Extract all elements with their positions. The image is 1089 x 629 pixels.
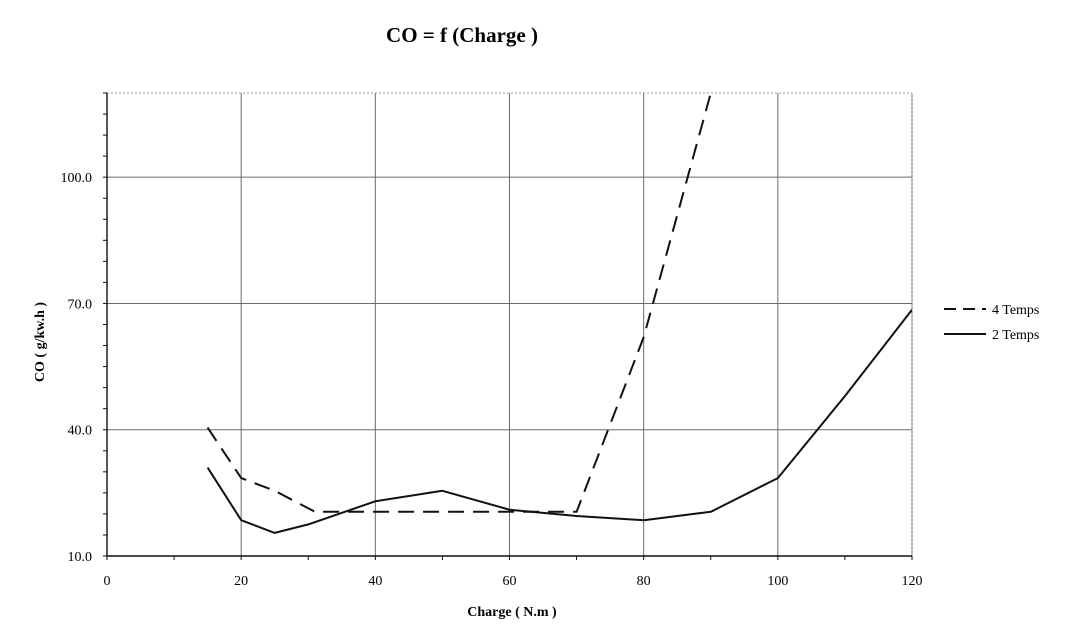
y-tick-label-10.0: 10.0 xyxy=(68,550,93,565)
tick-labels: 0 20 40 60 80 100 120 10.0 40.0 70.0 100.0 xyxy=(61,171,923,589)
x-tick-label-120: 120 xyxy=(902,574,923,589)
x-tick-label-0: 0 xyxy=(104,574,111,589)
y-tick-label-40.0: 40.0 xyxy=(68,424,93,439)
series-line-4-temps xyxy=(206,93,712,513)
x-tick-label-100: 100 xyxy=(767,574,788,589)
y-tick-label-70.0: 70.0 xyxy=(68,297,93,312)
series-line-2-temps xyxy=(206,309,912,534)
y-tick-label-100.0: 100.0 xyxy=(61,171,93,186)
x-tick-label-60: 60 xyxy=(503,574,517,589)
y-axis-label: CO ( g/kw.h ) xyxy=(33,302,48,382)
series xyxy=(206,93,912,534)
x-tick-label-80: 80 xyxy=(637,574,651,589)
axes xyxy=(103,92,913,560)
grid xyxy=(107,92,913,556)
legend-label-2-temps: 2 Temps xyxy=(992,328,1039,343)
legend-label-4-temps: 4 Temps xyxy=(992,303,1039,318)
x-axis-label: Charge ( N.m ) xyxy=(467,605,557,620)
chart-title: CO = f (Charge ) xyxy=(386,23,538,47)
x-tick-label-20: 20 xyxy=(234,574,248,589)
x-tick-label-40: 40 xyxy=(368,574,382,589)
legend: 4 Temps 2 Temps xyxy=(944,303,1039,343)
